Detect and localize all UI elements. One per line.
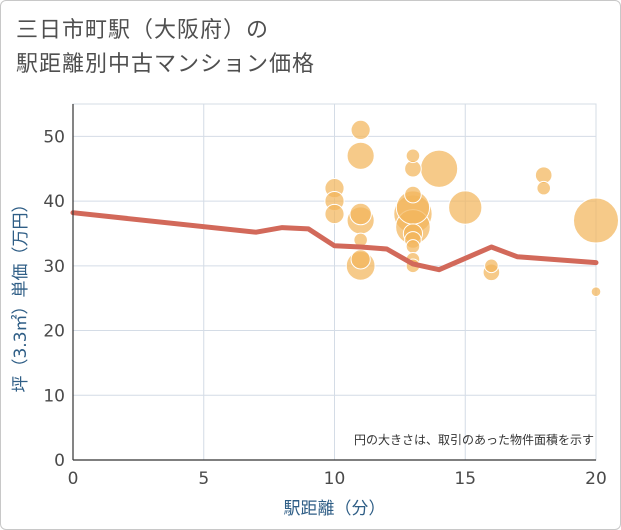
y-tick-label: 20 (43, 322, 65, 342)
bubble-point (349, 202, 372, 226)
tick-labels: 0 5 10 15 20 0 10 20 30 40 50 (43, 127, 606, 489)
x-tick-label: 15 (454, 469, 476, 489)
y-tick-label: 50 (43, 127, 65, 147)
bubble-point (346, 141, 375, 170)
bubble-series (324, 119, 620, 298)
chart-title-line1: 三日市町駅（大阪府）の (16, 18, 270, 43)
bubble-point (420, 149, 459, 188)
bubble-point (324, 203, 345, 225)
grid (72, 103, 597, 461)
y-axis-label: 坪（3.3㎡）単価（万円） (11, 195, 31, 392)
y-tick-label: 10 (43, 386, 65, 406)
bubble-point (350, 119, 371, 140)
bubble-point (484, 258, 499, 274)
bubble-point (404, 185, 422, 204)
bubble-point (590, 286, 602, 298)
bubble-point (448, 190, 483, 225)
y-tick-label: 30 (43, 257, 65, 277)
x-axis-label: 駅距離（分） (284, 499, 386, 519)
bubble-point (350, 249, 371, 270)
y-tick-label: 40 (43, 192, 65, 212)
x-tick-label: 0 (68, 469, 79, 489)
size-note: 円の大きさは、取引のあった物件面積を示す (354, 432, 594, 447)
bubble-point (536, 180, 551, 196)
y-tick-label: 0 (54, 451, 65, 471)
bubble-point (572, 197, 620, 244)
chart-title-line2: 駅距離別中古マンション価格 (16, 52, 316, 77)
x-tick-label: 5 (198, 469, 209, 489)
x-tick-label: 10 (324, 469, 346, 489)
average-price-line (70, 210, 599, 273)
axes (72, 104, 596, 461)
line-series (70, 210, 599, 273)
bubble-point (405, 148, 421, 164)
x-tick-label: 20 (585, 469, 607, 489)
bubble-point (405, 239, 421, 254)
chart-title: 三日市町駅（大阪府）の 駅距離別中古マンション価格 (16, 14, 315, 82)
